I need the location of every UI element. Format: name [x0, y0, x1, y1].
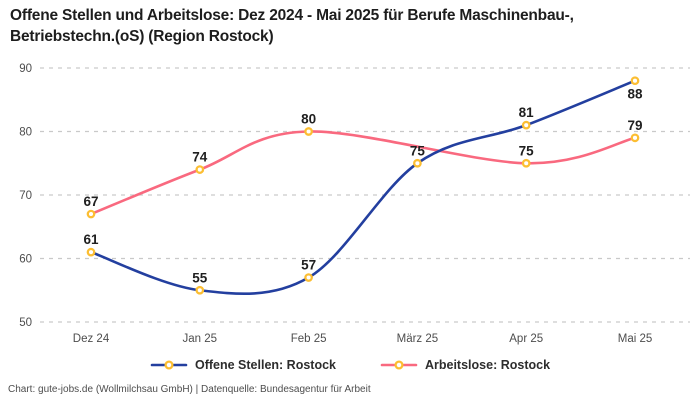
line-chart-plot: 90 80 70 60 50 Dez 24 Jan 25 Feb 25 März 25 Apr 2…	[19, 63, 690, 345]
chart-title: Offene Stellen und Arbeitslose: Dez 2024…	[10, 5, 680, 47]
data-point-marker[interactable]	[413, 158, 422, 168]
data-point-marker[interactable]	[304, 127, 313, 136]
data-point-marker[interactable]	[86, 209, 96, 219]
legend-line-marker-icon	[150, 360, 188, 370]
data-point-marker[interactable]	[86, 247, 96, 257]
data-point-label: 80	[301, 112, 316, 127]
legend-label-arbeitslose: Arbeitslose: Rostock	[424, 358, 551, 372]
data-point-marker[interactable]	[521, 158, 531, 168]
series-line-0	[89, 79, 637, 295]
chart-title-line2: Betriebstechn.(oS) (Region Rostock)	[10, 28, 274, 45]
attribution-footer: Chart: gute-jobs.de (Wollmilchsau GmbH) …	[8, 384, 371, 395]
y-axis-tick-label: 50	[19, 317, 32, 329]
series-line-1	[89, 130, 637, 216]
y-axis-tick-label: 60	[19, 254, 32, 266]
legend-label-offene-stellen: Offene Stellen: Rostock	[194, 358, 336, 372]
data-point-label: 74	[192, 150, 208, 165]
data-point-label: 75	[410, 143, 426, 158]
x-axis-label: Feb 25	[291, 333, 327, 345]
chart-legend: Offene Stellen: Rostock Arbeitslose: Ros…	[0, 358, 700, 372]
x-axis-label: Apr 25	[509, 333, 543, 345]
legend-line-marker-icon	[380, 360, 418, 370]
chart-title-line1: Offene Stellen und Arbeitslose: Dez 2024…	[10, 7, 574, 24]
data-point-label: 61	[83, 232, 99, 247]
x-axis-label: Mai 25	[618, 333, 653, 345]
x-axis-label: März 25	[397, 333, 439, 345]
data-point-marker[interactable]	[195, 165, 205, 174]
data-point-label: 88	[627, 87, 643, 102]
data-point-label: 75	[519, 143, 535, 158]
y-axis-tick-label: 90	[19, 63, 32, 75]
legend-item-arbeitslose: Arbeitslose: Rostock	[380, 358, 550, 372]
data-point-label: 79	[627, 118, 642, 133]
data-point-marker[interactable]	[304, 273, 313, 282]
data-point-marker[interactable]	[521, 120, 531, 130]
data-point-marker[interactable]	[630, 76, 640, 86]
data-point-marker[interactable]	[630, 133, 640, 143]
data-point-label: 57	[301, 258, 316, 273]
x-axis-label: Dez 24	[73, 333, 110, 345]
data-point-label: 55	[192, 270, 208, 285]
data-point-marker[interactable]	[195, 285, 205, 295]
data-point-label: 67	[83, 194, 98, 209]
legend-item-offene-stellen: Offene Stellen: Rostock	[150, 358, 336, 372]
data-point-label: 81	[519, 105, 535, 120]
x-axis-label: Jan 25	[183, 333, 218, 345]
y-axis-tick-label: 70	[19, 190, 32, 202]
y-axis-tick-label: 80	[19, 127, 32, 139]
